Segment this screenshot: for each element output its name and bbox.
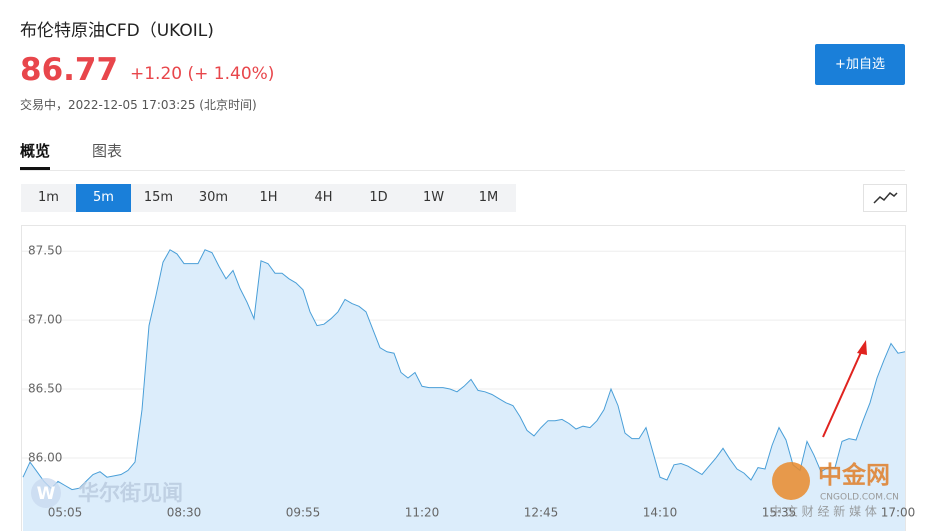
watermark: 中 文 财 经 新 媒 体 [770,504,877,519]
x-tick-label: 08:30 [167,506,202,520]
chart-type-icon [873,191,898,204]
chart-frame [21,225,906,531]
price: 86.77 [20,52,119,88]
x-tick-label: 17:00 [881,506,916,520]
period-button[interactable]: 1W [422,190,445,205]
period-button[interactable]: 15m [143,190,174,205]
y-tick-label: 87.00 [28,313,62,327]
x-tick-label: 05:05 [48,506,83,520]
watermark: CNGOLD.COM.CN [820,493,899,503]
annotation-arrowhead [857,340,867,355]
watermark: 华尔街见闻 [78,481,183,505]
watermark: 中金网 [818,461,890,489]
period-button[interactable]: 30m [198,190,229,205]
y-tick-label: 87.50 [28,244,62,258]
period-selector: 1m 5m 15m 30m 1H 4H 1D 1W 1M [21,184,516,212]
tab[interactable]: 图表 [92,142,123,160]
x-tick-label: 14:10 [643,506,678,520]
area [23,249,905,531]
price-change: +1.20 (+ 1.40%) [130,64,275,84]
tab[interactable]: 概览 [20,140,51,170]
watermark-logo [772,462,810,500]
y-tick-label: 86.50 [28,382,62,396]
divider [20,170,905,171]
x-tick-label: 15:35 [762,506,797,520]
watermark: W [37,484,56,504]
annotation-arrow [822,349,863,438]
period-button[interactable]: 5m [76,184,131,212]
line [22,249,906,491]
period-button[interactable]: 1m [38,190,59,205]
instrument-title: 布伦特原油CFD（UKOIL) [20,21,214,41]
trade-status: 交易中，2022-12-05 17:03:25 (北京时间) [20,98,257,112]
chart-type-button[interactable] [863,184,907,212]
add-watchlist-button[interactable]: +加自选 [815,44,905,85]
x-tick-label: 09:55 [286,506,321,520]
period-button[interactable]: 4H [314,190,333,205]
period-button[interactable]: 1D [369,190,388,205]
watermark-logo [31,478,61,508]
y-tick-label: 86.00 [28,450,62,464]
x-tick-label: 12:45 [524,506,559,520]
period-button[interactable]: 1M [478,190,499,205]
x-tick-label: 11:20 [405,506,440,520]
period-button[interactable]: 1H [259,190,278,205]
